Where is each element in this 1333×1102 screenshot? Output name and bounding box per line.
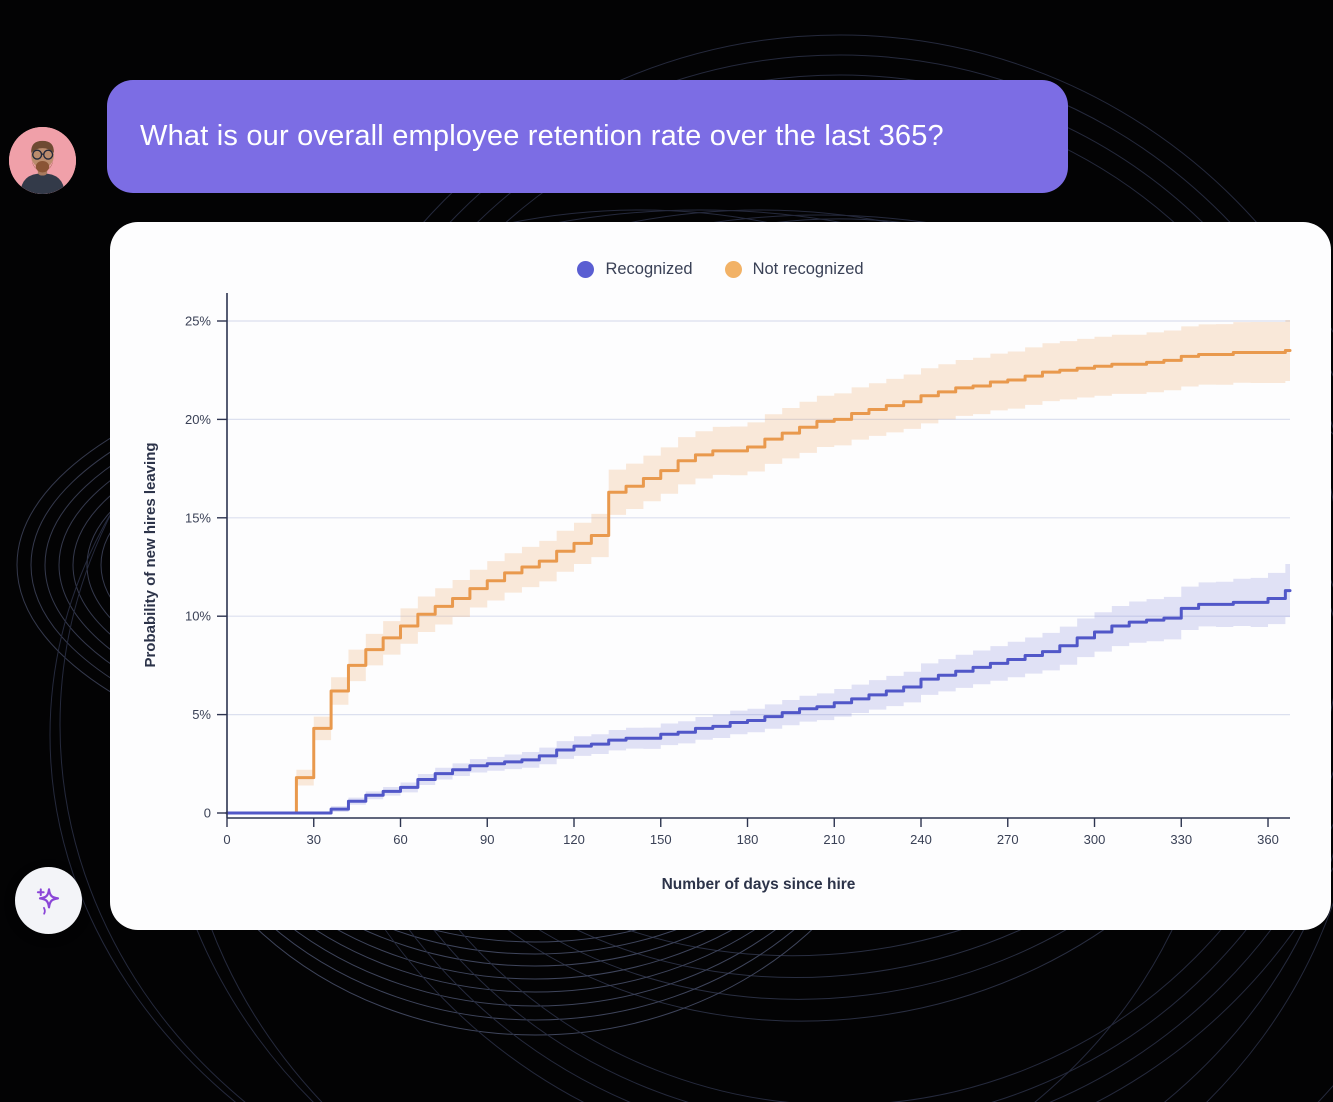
x-tick-label: 360 — [1257, 832, 1279, 847]
x-tick-label: 60 — [393, 832, 407, 847]
y-axis-title: Probability of new hires leaving — [142, 442, 159, 667]
x-tick-label: 90 — [480, 832, 494, 847]
x-tick-label: 0 — [223, 832, 230, 847]
y-tick-label: 15% — [185, 510, 211, 525]
x-tick-label: 240 — [910, 832, 932, 847]
retention-chart: 0 5% 10% 15% 20% 25% 0 30 60 90 120 150 180 210 240 270… — [142, 293, 1292, 893]
chat-message: What is our overall employee retention r… — [140, 120, 944, 152]
avatar-illustration — [9, 127, 76, 194]
chat-bubble: What is our overall employee retention r… — [107, 80, 1068, 193]
ai-assistant-button[interactable] — [15, 867, 82, 934]
y-tick-label: 5% — [192, 707, 211, 722]
sparkle-icon — [36, 887, 59, 915]
chart-legend: Recognized Not recognized — [110, 260, 1331, 279]
avatar — [9, 127, 76, 194]
x-tick-label: 210 — [823, 832, 845, 847]
y-tick-label: 20% — [185, 412, 211, 427]
legend-dot — [577, 261, 595, 278]
x-tick-label: 330 — [1170, 832, 1192, 847]
legend-label: Recognized — [605, 260, 693, 278]
y-tick-label: 10% — [185, 609, 211, 624]
x-tick-label: 300 — [1084, 832, 1106, 847]
y-tick-label: 25% — [185, 314, 211, 329]
x-tick-label: 30 — [307, 832, 321, 847]
legend-item-recognized[interactable]: Recognized — [577, 260, 693, 279]
x-tick-label: 150 — [650, 832, 672, 847]
legend-item-not-recognized[interactable]: Not recognized — [724, 260, 864, 279]
legend-label: Not recognized — [752, 260, 864, 278]
legend-dot — [724, 261, 742, 278]
x-tick-label: 270 — [997, 832, 1019, 847]
chart-card: Recognized Not recognized 0 5% 10% 15% 20% 25%… — [110, 222, 1331, 930]
x-axis-title: Number of days since hire — [662, 876, 856, 893]
x-tick-label: 180 — [737, 832, 759, 847]
y-tick-label: 0 — [204, 806, 211, 821]
x-tick-label: 120 — [563, 832, 585, 847]
